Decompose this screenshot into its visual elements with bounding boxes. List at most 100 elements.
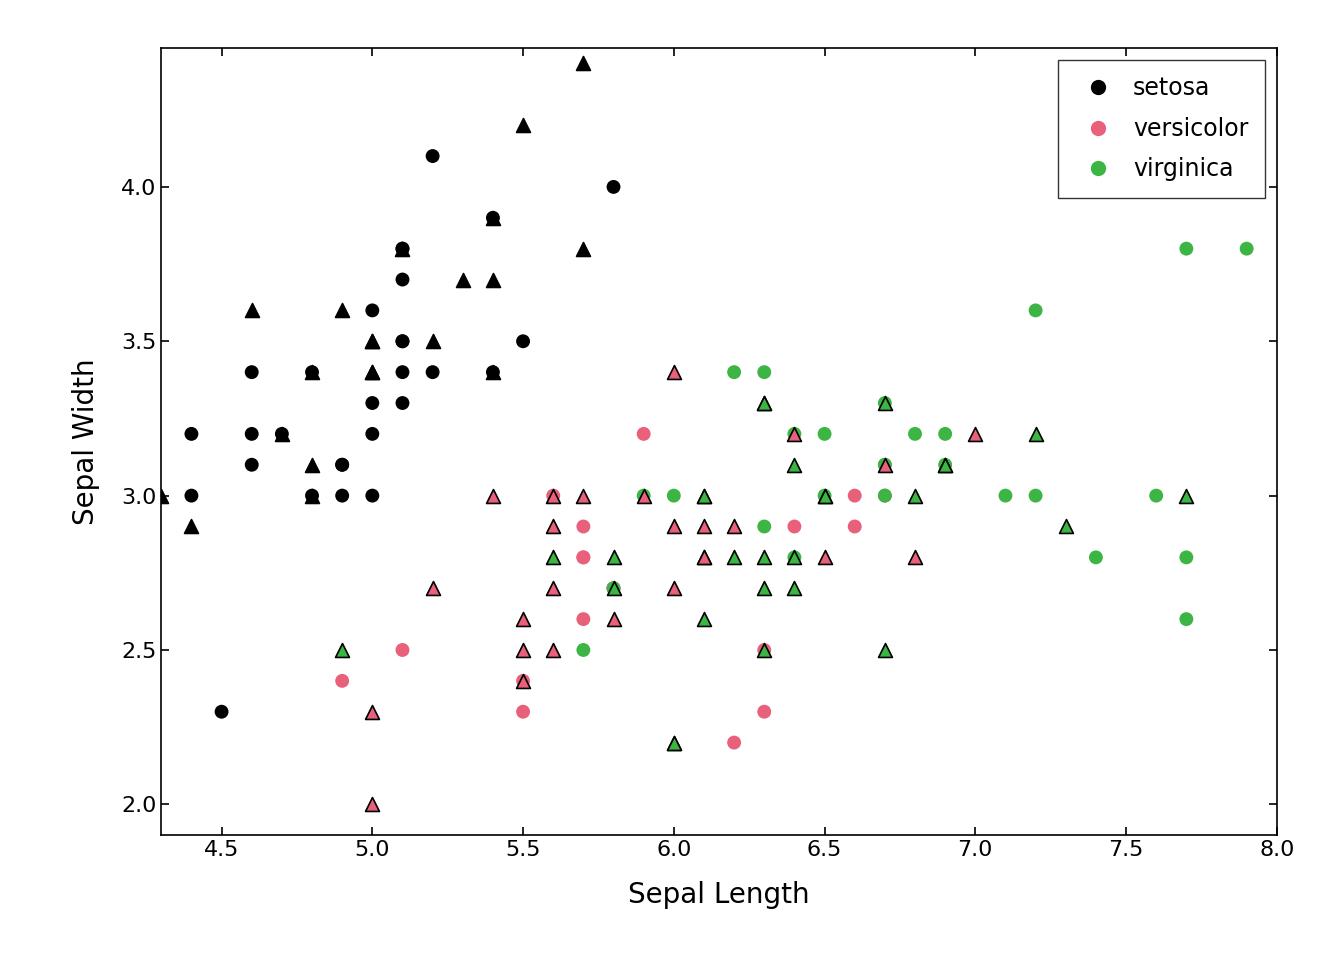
Point — [301, 365, 323, 380]
Point — [663, 581, 684, 596]
Point — [663, 365, 684, 380]
Point — [422, 149, 444, 164]
Point — [362, 426, 383, 442]
Point — [573, 550, 594, 565]
X-axis label: Sepal Length: Sepal Length — [628, 881, 810, 909]
Point — [1236, 241, 1258, 256]
Point — [512, 704, 534, 719]
Point — [512, 673, 534, 688]
Point — [1176, 488, 1198, 503]
Point — [362, 333, 383, 348]
Point — [723, 518, 745, 534]
Point — [1145, 488, 1167, 503]
Point — [482, 365, 504, 380]
Point — [512, 117, 534, 132]
Point — [905, 550, 926, 565]
Point — [543, 550, 564, 565]
Point — [934, 457, 956, 472]
Point — [482, 488, 504, 503]
Point — [391, 272, 413, 287]
Y-axis label: Sepal Width: Sepal Width — [73, 358, 101, 525]
Point — [784, 518, 805, 534]
Point — [1176, 550, 1198, 565]
Point — [602, 612, 624, 627]
Point — [633, 488, 655, 503]
Point — [874, 488, 895, 503]
Point — [814, 550, 836, 565]
Point — [362, 797, 383, 812]
Point — [301, 488, 323, 503]
Point — [512, 673, 534, 688]
Point — [301, 488, 323, 503]
Point — [482, 272, 504, 287]
Point — [723, 365, 745, 380]
Point — [362, 396, 383, 411]
Point — [934, 457, 956, 472]
Point — [482, 210, 504, 226]
Point — [784, 426, 805, 442]
Point — [874, 457, 895, 472]
Point — [211, 704, 233, 719]
Point — [694, 488, 715, 503]
Point — [874, 396, 895, 411]
Point — [543, 642, 564, 658]
Point — [694, 612, 715, 627]
Point — [573, 642, 594, 658]
Point — [754, 581, 775, 596]
Point — [512, 642, 534, 658]
Point — [602, 550, 624, 565]
Point — [332, 673, 353, 688]
Point — [602, 581, 624, 596]
Point — [332, 642, 353, 658]
Point — [965, 426, 986, 442]
Point — [482, 365, 504, 380]
Point — [391, 241, 413, 256]
Point — [694, 518, 715, 534]
Point — [332, 457, 353, 472]
Point — [362, 333, 383, 348]
Point — [1055, 518, 1077, 534]
Point — [784, 457, 805, 472]
Point — [543, 488, 564, 503]
Point — [180, 426, 202, 442]
Point — [422, 333, 444, 348]
Point — [694, 550, 715, 565]
Point — [663, 735, 684, 751]
Point — [573, 56, 594, 71]
Point — [844, 488, 866, 503]
Point — [391, 333, 413, 348]
Legend: setosa, versicolor, virginica: setosa, versicolor, virginica — [1058, 60, 1265, 198]
Point — [633, 426, 655, 442]
Point — [995, 488, 1016, 503]
Point — [573, 488, 594, 503]
Point — [723, 550, 745, 565]
Point — [934, 457, 956, 472]
Point — [784, 550, 805, 565]
Point — [602, 581, 624, 596]
Point — [391, 241, 413, 256]
Point — [573, 612, 594, 627]
Point — [694, 488, 715, 503]
Point — [874, 642, 895, 658]
Point — [301, 365, 323, 380]
Point — [241, 365, 262, 380]
Point — [362, 365, 383, 380]
Point — [573, 518, 594, 534]
Point — [422, 581, 444, 596]
Point — [271, 426, 293, 442]
Point — [905, 488, 926, 503]
Point — [784, 550, 805, 565]
Point — [663, 488, 684, 503]
Point — [180, 518, 202, 534]
Point — [905, 426, 926, 442]
Point — [180, 488, 202, 503]
Point — [362, 488, 383, 503]
Point — [784, 581, 805, 596]
Point — [754, 550, 775, 565]
Point — [1025, 302, 1047, 318]
Point — [602, 180, 624, 195]
Point — [1176, 241, 1198, 256]
Point — [482, 210, 504, 226]
Point — [874, 488, 895, 503]
Point — [874, 457, 895, 472]
